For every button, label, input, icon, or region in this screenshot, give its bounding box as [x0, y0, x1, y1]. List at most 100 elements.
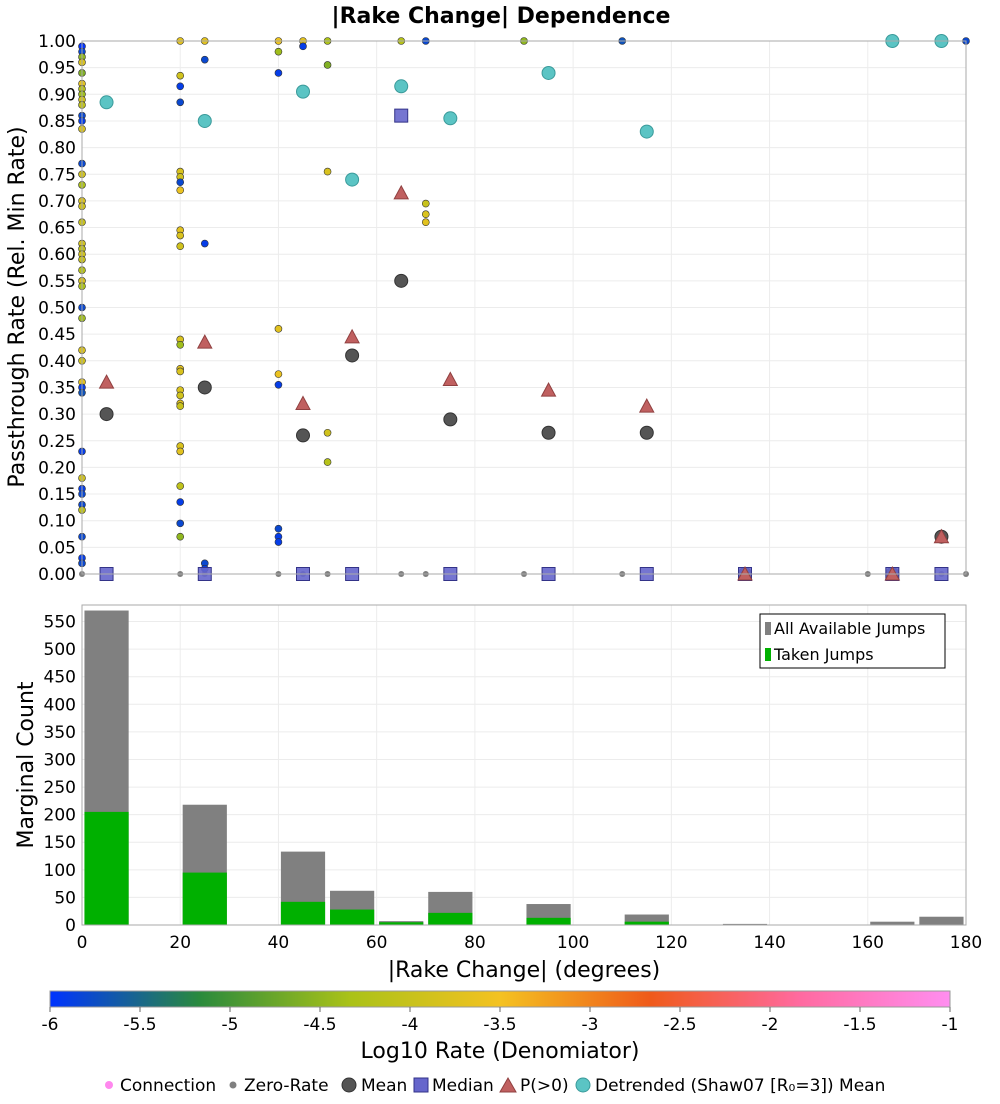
- colorbar-label: Log10 Rate (Denomiator): [361, 1039, 640, 1064]
- connection-point: [176, 402, 185, 410]
- histogram-legend-box: [759, 613, 946, 669]
- connection-point: [176, 447, 185, 456]
- histogram-x-tick-label: 60: [366, 933, 388, 953]
- taken-bar: [280, 901, 326, 925]
- histogram-x-tick-labels: 0 20 40 60 80 100 120 140 160 180: [77, 933, 983, 953]
- scatter-y-tick-label: 0.10: [38, 512, 76, 532]
- connection-point: [421, 210, 430, 219]
- p-positive-point: [98, 374, 115, 389]
- connection-point: [176, 341, 185, 349]
- mean-point: [639, 425, 654, 440]
- histogram-plot-frame: [81, 604, 967, 926]
- connection-point: [176, 519, 185, 528]
- scatter-y-tick-label: 0.75: [38, 165, 76, 185]
- mean-point: [197, 380, 212, 395]
- colorbar-tick-label: -4.5: [303, 1015, 336, 1035]
- taken-bar: [182, 872, 227, 925]
- all-available-bar: [919, 916, 964, 925]
- histogram-y-tick-label: 200: [44, 806, 76, 826]
- connection-point: [176, 178, 185, 187]
- scatter-y-tick-label: 0.00: [38, 565, 76, 585]
- histogram-x-axis-label: |Rake Change| (degrees): [388, 958, 661, 983]
- scatter-plot: 0.00 0.05 0.10 0.15 0.20 0.25 0.30 0.35 0.40 0.45…: [5, 32, 970, 585]
- histogram-x-tick-label: 40: [268, 933, 290, 953]
- histogram-y-tick-label: 450: [44, 668, 76, 688]
- scatter-plot-frame: [81, 40, 967, 575]
- histogram-y-tick-label: 50: [54, 888, 76, 908]
- connection-point: [274, 69, 283, 77]
- colorbar-tick-label: -2: [762, 1015, 779, 1035]
- histogram-y-tick-label: 250: [44, 778, 76, 798]
- connection-point: [176, 242, 185, 251]
- p-positive-point: [344, 328, 360, 344]
- legend-p-positive-marker: [499, 1076, 517, 1093]
- taken-bar: [379, 922, 424, 925]
- mean-point: [443, 412, 458, 427]
- scatter-y-tick-label: 0.60: [38, 245, 76, 265]
- scatter-y-tick-label: 0.80: [38, 139, 76, 159]
- histogram-bars: [84, 610, 964, 925]
- p-positive-point: [196, 334, 213, 349]
- scatter-y-tick-label: 0.95: [38, 59, 76, 79]
- p-positive-point: [638, 398, 655, 413]
- histogram-y-tick-labels: 0 50 100 150 200 250 300 350 400 450 500 550: [44, 613, 76, 936]
- connection-point: [421, 218, 430, 227]
- colorbar-gradient: [49, 990, 951, 1008]
- legend-label-all-available: All Available Jumps: [774, 619, 925, 638]
- histogram-y-tick-label: 500: [44, 640, 76, 660]
- connection-point: [200, 239, 209, 248]
- mean-point: [99, 407, 114, 422]
- scatter-y-tick-labels: 0.00 0.05 0.10 0.15 0.20 0.25 0.30 0.35 0.40 0.45…: [38, 32, 76, 585]
- histogram-y-tick-label: 150: [44, 833, 76, 853]
- connection-point: [323, 61, 332, 69]
- taken-bar: [526, 917, 571, 925]
- scatter-y-tick-label: 0.45: [38, 325, 76, 345]
- p-positive-point: [295, 395, 311, 410]
- scatter-y-tick-label: 0.05: [38, 538, 76, 558]
- taken-bar: [84, 811, 129, 925]
- colorbar-tick-label: -2.5: [663, 1015, 696, 1035]
- connection-point: [274, 380, 283, 389]
- all-available-bar: [722, 923, 768, 925]
- colorbar-tick-label: -3.5: [483, 1015, 516, 1035]
- connection-point: [299, 42, 307, 51]
- detrended-mean-point: [345, 172, 360, 187]
- scatter-y-tick-label: 0.50: [38, 299, 76, 319]
- scatter-y-tick-label: 0.20: [38, 458, 76, 478]
- detrended-mean-point: [99, 95, 114, 110]
- mean-point: [394, 273, 409, 288]
- histogram-x-tick-label: 20: [169, 933, 191, 953]
- connection-point: [176, 231, 185, 240]
- scatter-y-tick-label: 0.70: [38, 192, 76, 212]
- mean-point: [296, 428, 310, 443]
- histogram-x-tick-label: 160: [852, 933, 884, 953]
- legend-median-label: Median: [432, 1076, 494, 1096]
- connection-point: [176, 71, 185, 80]
- legend-zero-rate-marker: [229, 1081, 237, 1089]
- scatter-y-tick-label: 0.25: [38, 432, 76, 452]
- histogram-legend: All Available Jumps Taken Jumps: [759, 613, 946, 669]
- taken-bar: [330, 909, 375, 925]
- histogram-plot: 0 50 100 150 200 250 300 350 400 450 500 550 0 20 40 6…: [14, 604, 983, 983]
- connection-point: [274, 325, 283, 333]
- histogram-y-axis-label: Marginal Count: [14, 681, 39, 848]
- scatter-y-tick-label: 0.65: [38, 219, 76, 239]
- scatter-y-tick-label: 0.85: [38, 112, 76, 132]
- scatter-y-tick-label: 1.00: [38, 32, 76, 52]
- scatter-gridlines: [82, 41, 966, 574]
- colorbar-tick-label: -5: [222, 1015, 239, 1035]
- legend-connection-label: Connection: [120, 1076, 216, 1096]
- histogram-y-tick-label: 400: [44, 695, 76, 715]
- detrended-mean-point: [541, 65, 556, 80]
- legend-mean-label: Mean: [361, 1076, 407, 1096]
- scatter-y-tick-label: 0.90: [38, 85, 76, 105]
- connection-point: [200, 55, 209, 64]
- histogram-y-tick-label: 350: [44, 723, 76, 743]
- scatter-y-tick-label: 0.35: [38, 378, 76, 398]
- p-positive-point: [933, 528, 950, 544]
- histogram-y-tick-label: 0: [65, 916, 76, 936]
- detrended-mean-point: [639, 124, 654, 139]
- median-point: [394, 108, 409, 123]
